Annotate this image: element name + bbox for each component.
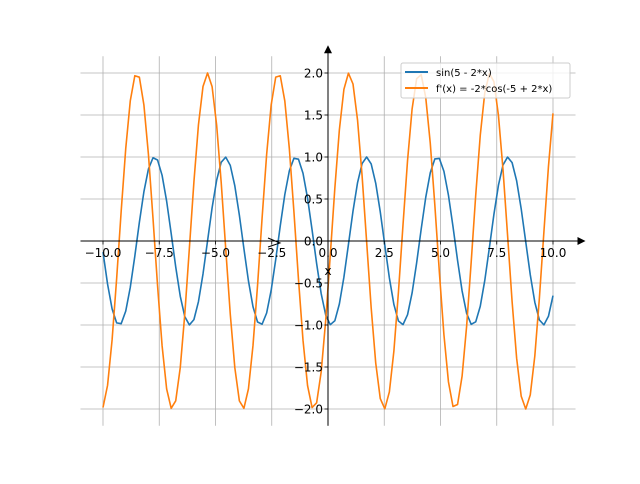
x-tick-label: 10.0: [540, 246, 567, 260]
y-tick-label: 0.5: [304, 193, 323, 207]
x-axis-label: x: [324, 264, 331, 278]
legend-label-0: sin(5 - 2*x): [436, 68, 492, 79]
axes: [80, 45, 586, 426]
x-tick-label: −7.5: [145, 246, 174, 260]
x-axis-arrow-icon: [577, 237, 586, 245]
y-tick-label: 0.0: [304, 235, 323, 249]
tick-labels: −10.0 −7.5 −5.0 −2.5 0.0 2.5 5.0 7.5 10.0 −2.0 −1.…: [85, 67, 567, 417]
x-tick-label: 7.5: [487, 246, 506, 260]
x-tick-label: −2.5: [257, 246, 286, 260]
y-axis-arrow-icon: [324, 45, 332, 54]
y-tick-label: 1.5: [304, 109, 323, 123]
legend-label-1: f'(x) = -2*cos(-5 + 2*x): [436, 84, 552, 95]
x-tick-label: 5.0: [431, 246, 450, 260]
y-tick-label: 2.0: [304, 67, 323, 81]
x-tick-label: 2.5: [375, 246, 394, 260]
x-tick-label: 0.0: [318, 246, 337, 260]
legend: sin(5 - 2*x) f'(x) = -2*cos(-5 + 2*x): [400, 62, 571, 99]
x-tick-label: −10.0: [85, 246, 122, 260]
legend-box: [400, 62, 571, 99]
y-tick-label: −1.0: [294, 319, 323, 333]
y-tick-label: −1.5: [294, 361, 323, 375]
y-tick-label: −0.5: [294, 277, 323, 291]
axis-marker: [267, 237, 282, 248]
x-tick-label: −5.0: [201, 246, 230, 260]
y-tick-label: −2.0: [294, 403, 323, 417]
y-tick-label: 1.0: [304, 151, 323, 165]
